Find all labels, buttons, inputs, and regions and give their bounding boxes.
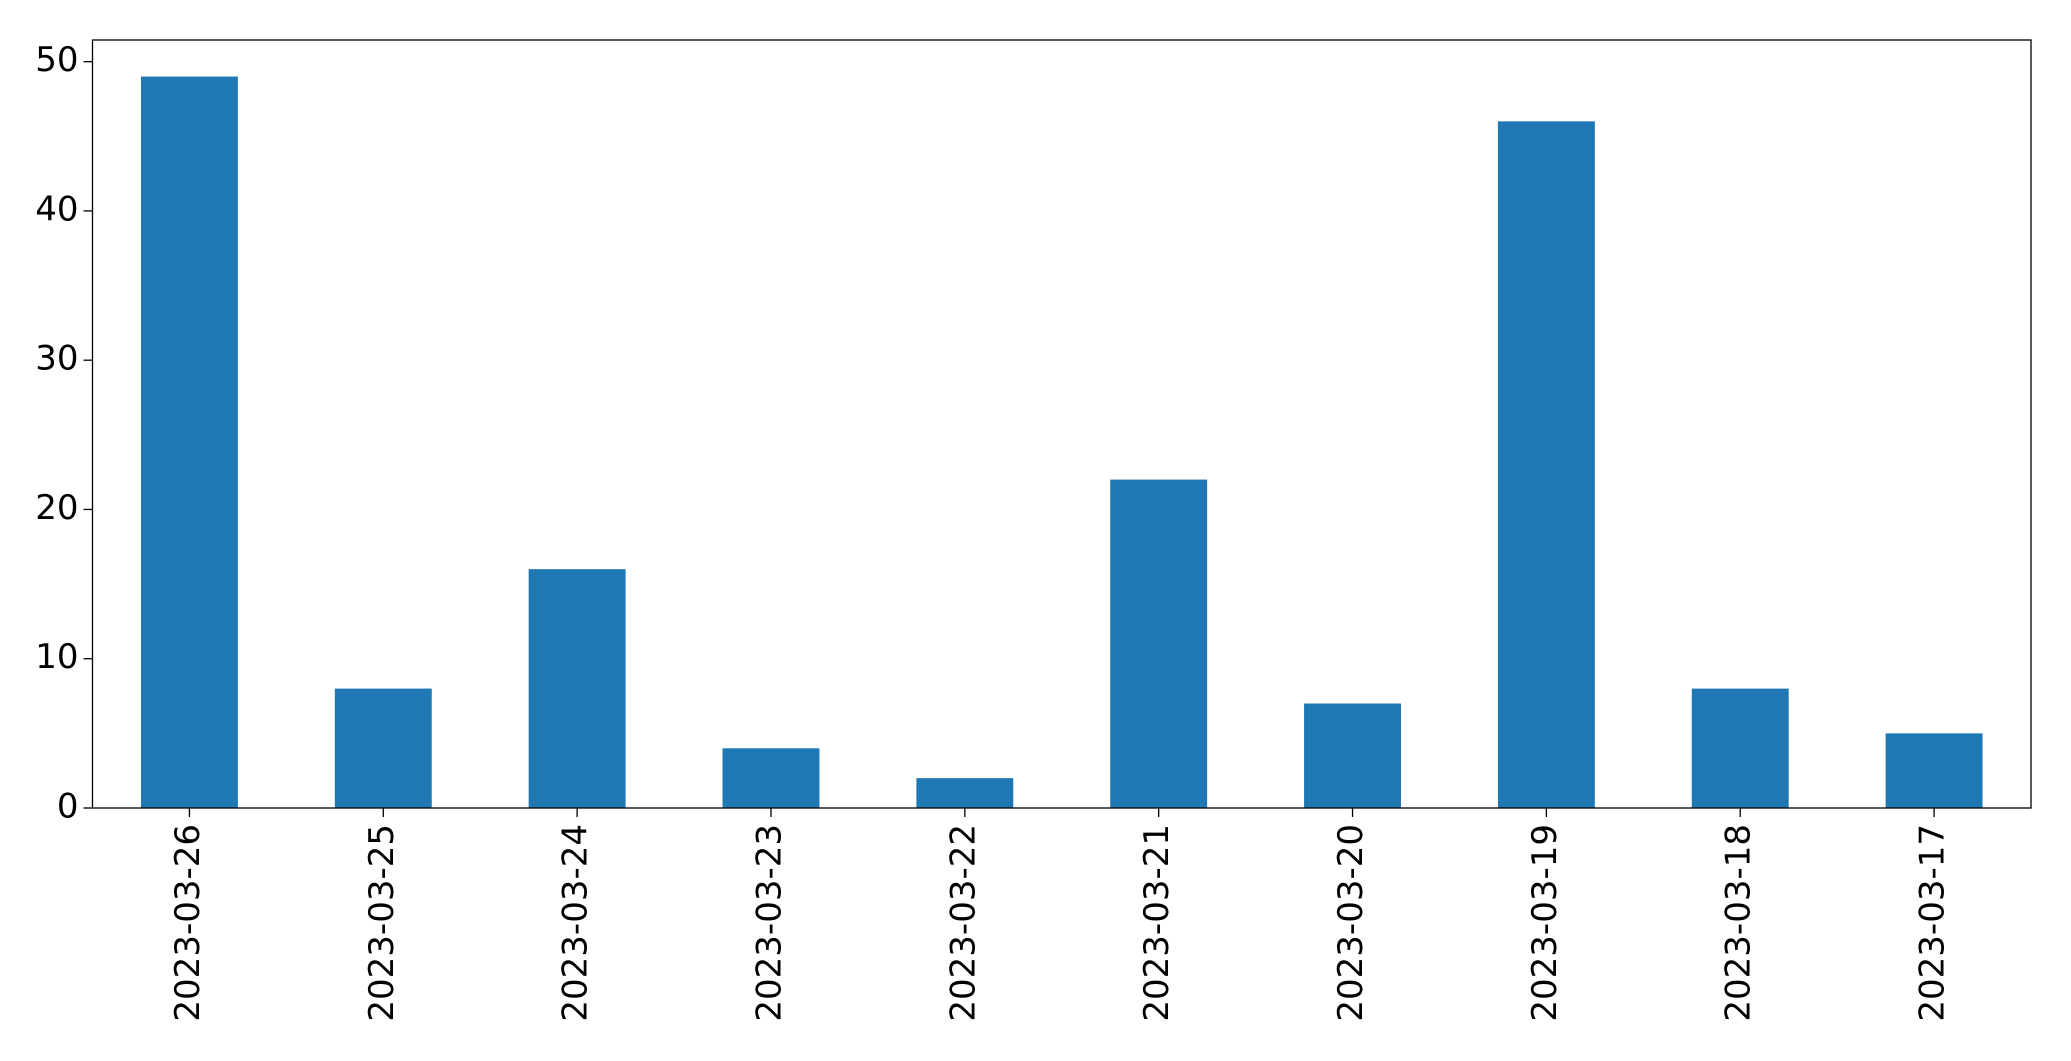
- x-tick-label: 2023-03-21: [1137, 824, 1177, 1022]
- bar: [916, 778, 1014, 808]
- x-tick-label: 2023-03-25: [362, 824, 402, 1022]
- bar: [1110, 479, 1208, 808]
- bar: [1885, 733, 1983, 808]
- y-tick-label: 40: [35, 189, 78, 229]
- y-tick-label: 30: [35, 339, 78, 379]
- y-tick-label: 10: [35, 637, 78, 677]
- x-tick-label: 2023-03-26: [168, 824, 208, 1022]
- y-tick-label: 0: [57, 787, 79, 827]
- bar: [140, 76, 238, 809]
- x-tick-label: 2023-03-17: [1913, 824, 1953, 1022]
- bar: [1497, 121, 1595, 808]
- x-tick-label: 2023-03-24: [556, 824, 596, 1022]
- bar: [334, 688, 432, 808]
- bar: [1691, 688, 1789, 808]
- y-tick-label: 20: [35, 488, 78, 528]
- plot-frame: [91, 39, 2032, 809]
- bar: [722, 748, 820, 808]
- x-tick-label: 2023-03-23: [749, 824, 789, 1022]
- bar: [1304, 703, 1401, 808]
- x-tick-label: 2023-03-22: [943, 824, 983, 1022]
- x-tick-label: 2023-03-19: [1525, 824, 1565, 1022]
- x-tick-label: 2023-03-20: [1331, 824, 1371, 1022]
- x-tick-label: 2023-03-18: [1719, 824, 1759, 1022]
- bar: [528, 569, 626, 808]
- y-tick-label: 50: [35, 40, 78, 80]
